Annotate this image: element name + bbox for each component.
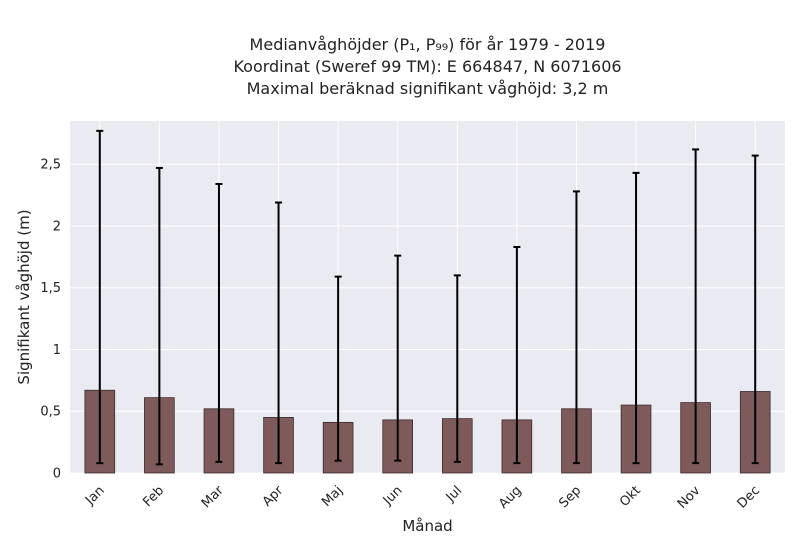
x-tick-label: Sep bbox=[556, 483, 584, 511]
x-axis-label: Månad bbox=[402, 517, 452, 535]
x-tick-label: Mar bbox=[199, 483, 227, 511]
x-tick-label: Nov bbox=[675, 483, 704, 512]
x-tick-label: Jun bbox=[380, 483, 406, 509]
x-tick-labels: Jan Feb Mar Apr Maj Jun Jul Aug Sep Okt Nov Dec bbox=[82, 483, 763, 512]
y-tick-label: 0,5 bbox=[40, 405, 61, 420]
y-tick-label: 1 bbox=[53, 343, 61, 358]
plot-background bbox=[70, 121, 785, 473]
chart-title-line-3: Maximal beräknad signifikant våghöjd: 3,… bbox=[246, 79, 609, 98]
y-axis-label: Signifikant våghöjd (m) bbox=[15, 209, 33, 384]
y-tick-labels: 0 0,5 1 1,5 2 2,5 bbox=[40, 158, 61, 482]
x-tick-label: Okt bbox=[617, 483, 644, 510]
y-tick-label: 1,5 bbox=[40, 281, 61, 296]
y-tick-label: 2,5 bbox=[40, 158, 61, 173]
x-tick-label: Maj bbox=[319, 483, 346, 510]
chart-title: Medianvåghöjder (P₁, P₉₉) för år 1979 - … bbox=[0, 34, 800, 100]
x-tick-label: Feb bbox=[140, 483, 167, 510]
x-tick-label: Apr bbox=[260, 483, 287, 510]
chart-title-line-1: Medianvåghöjder (P₁, P₉₉) för år 1979 - … bbox=[249, 35, 606, 54]
y-tick-label: 0 bbox=[53, 467, 61, 482]
y-tick-label: 2 bbox=[53, 219, 61, 234]
x-tick-label: Dec bbox=[735, 483, 763, 511]
x-tick-label: Jan bbox=[82, 483, 107, 508]
chart-title-line-2: Koordinat (Sweref 99 TM): E 664847, N 60… bbox=[233, 57, 622, 76]
x-tick-label: Jul bbox=[443, 483, 465, 505]
error-bars bbox=[96, 129, 759, 466]
x-tick-label: Aug bbox=[496, 483, 525, 512]
